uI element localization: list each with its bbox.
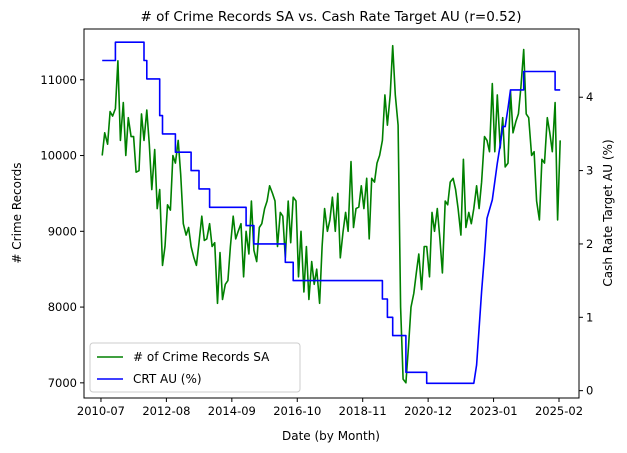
series-line-crt xyxy=(102,41,561,385)
y2-tick-label: 3 xyxy=(586,164,593,178)
y-tick-label: 9000 xyxy=(48,224,77,238)
y2-tick-label: 1 xyxy=(586,310,593,324)
x-tick-label: 2010-07 xyxy=(77,404,125,418)
legend-box xyxy=(89,342,301,393)
y-axis-label: # Crime Records xyxy=(10,162,24,263)
x-tick-label: 2012-08 xyxy=(142,404,190,418)
y-tick-label: 7000 xyxy=(48,376,77,390)
y-tick-label: 10000 xyxy=(40,149,77,163)
y-axis-right: 0 1 2 3 4 xyxy=(579,90,593,398)
y2-tick-label: 0 xyxy=(586,384,593,398)
series-layer xyxy=(101,41,561,385)
x-tick-label: 2018-11 xyxy=(339,404,387,418)
x-tick-label: 2025-02 xyxy=(535,404,583,418)
chart-title: # of Crime Records SA vs. Cash Rate Targ… xyxy=(140,9,521,25)
legend-label-crt: CRT AU (%) xyxy=(133,372,202,386)
y2-axis-label: Cash Rate Target AU (%) xyxy=(601,139,615,286)
x-axis: 2010-07 2012-08 2014-09 2016-10 2018-11 2020-… xyxy=(77,398,583,418)
x-tick-label: 2014-09 xyxy=(208,404,256,418)
x-axis-label: Date (by Month) xyxy=(282,429,380,443)
x-tick-label: 2023-01 xyxy=(470,404,518,418)
legend: # of Crime Records SA CRT AU (%) xyxy=(89,342,301,393)
plot-frame xyxy=(83,28,580,399)
legend-label-crime: # of Crime Records SA xyxy=(133,350,270,364)
y2-tick-label: 2 xyxy=(586,237,593,251)
y-axis-left: 7000 8000 9000 10000 11000 xyxy=(40,73,84,390)
series-line-crime-records xyxy=(101,44,561,384)
y2-tick-label: 4 xyxy=(586,90,593,104)
y-tick-label: 11000 xyxy=(40,73,77,87)
x-tick-label: 2016-10 xyxy=(273,404,321,418)
x-tick-label: 2020-12 xyxy=(404,404,452,418)
y-tick-label: 8000 xyxy=(48,300,77,314)
